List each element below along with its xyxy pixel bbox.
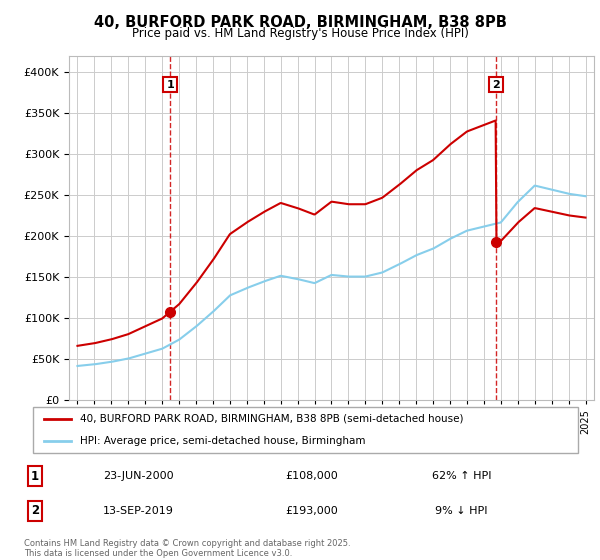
Text: 13-SEP-2019: 13-SEP-2019 [103,506,174,516]
Text: Contains HM Land Registry data © Crown copyright and database right 2025.: Contains HM Land Registry data © Crown c… [24,539,350,548]
Text: 2: 2 [31,505,39,517]
Text: 62% ↑ HPI: 62% ↑ HPI [431,471,491,481]
Text: 23-JUN-2000: 23-JUN-2000 [103,471,174,481]
Text: £108,000: £108,000 [285,471,338,481]
Text: This data is licensed under the Open Government Licence v3.0.: This data is licensed under the Open Gov… [24,549,292,558]
Text: 1: 1 [31,469,39,483]
Text: £193,000: £193,000 [285,506,338,516]
Text: 40, BURFORD PARK ROAD, BIRMINGHAM, B38 8PB (semi-detached house): 40, BURFORD PARK ROAD, BIRMINGHAM, B38 8… [80,414,463,424]
FancyBboxPatch shape [33,408,578,452]
Text: 2: 2 [492,80,500,90]
Text: Price paid vs. HM Land Registry's House Price Index (HPI): Price paid vs. HM Land Registry's House … [131,27,469,40]
Text: 40, BURFORD PARK ROAD, BIRMINGHAM, B38 8PB: 40, BURFORD PARK ROAD, BIRMINGHAM, B38 8… [94,15,506,30]
Text: 1: 1 [166,80,174,90]
Text: HPI: Average price, semi-detached house, Birmingham: HPI: Average price, semi-detached house,… [80,436,365,446]
Text: 9% ↓ HPI: 9% ↓ HPI [435,506,488,516]
